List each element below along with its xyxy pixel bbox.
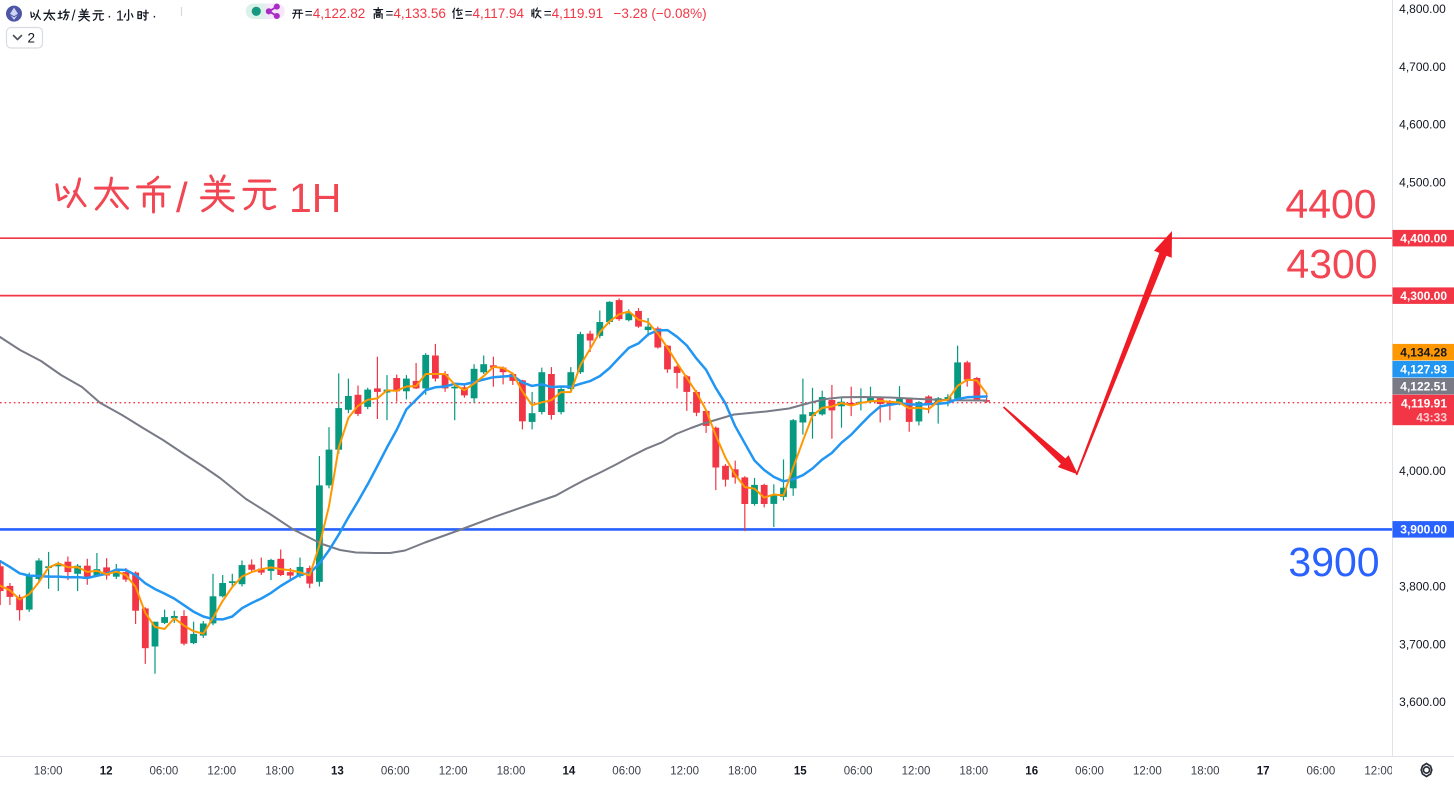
svg-text:06:00: 06:00 <box>1075 766 1104 778</box>
svg-text:12: 12 <box>100 766 113 778</box>
svg-text:4,127.93: 4,127.93 <box>1400 363 1447 377</box>
svg-text:·: · <box>152 9 157 25</box>
svg-text:3,900.00: 3,900.00 <box>1400 523 1447 537</box>
svg-text:4,300.00: 4,300.00 <box>1400 289 1447 303</box>
svg-text:4,800.00: 4,800.00 <box>1399 2 1446 16</box>
svg-text:17: 17 <box>1257 766 1270 778</box>
svg-text:4300: 4300 <box>1286 241 1377 287</box>
svg-text:=4,119.91: =4,119.91 <box>544 6 603 21</box>
svg-text:3,600.00: 3,600.00 <box>1399 695 1446 709</box>
svg-text:12:00: 12:00 <box>207 766 236 778</box>
svg-text:18:00: 18:00 <box>34 766 63 778</box>
svg-text:=4,133.56: =4,133.56 <box>386 6 446 21</box>
svg-text:18:00: 18:00 <box>265 766 294 778</box>
svg-text:4,134.28: 4,134.28 <box>1400 346 1447 360</box>
svg-text:15: 15 <box>794 766 807 778</box>
svg-text:4,119.91: 4,119.91 <box>1401 397 1447 411</box>
svg-text:2: 2 <box>28 31 36 46</box>
svg-text:=4,122.82: =4,122.82 <box>305 6 365 21</box>
svg-text:4,500.00: 4,500.00 <box>1399 175 1446 189</box>
svg-text:4,122.51: 4,122.51 <box>1400 380 1447 394</box>
svg-text:18:00: 18:00 <box>959 766 988 778</box>
svg-text:18:00: 18:00 <box>1191 766 1220 778</box>
svg-text:16: 16 <box>1025 766 1038 778</box>
svg-text:12:00: 12:00 <box>902 766 931 778</box>
svg-text:06:00: 06:00 <box>844 766 873 778</box>
svg-text:14: 14 <box>563 766 576 778</box>
svg-text:06:00: 06:00 <box>381 766 410 778</box>
svg-text:3,800.00: 3,800.00 <box>1399 580 1446 594</box>
svg-text:12:00: 12:00 <box>1133 766 1162 778</box>
svg-text:06:00: 06:00 <box>612 766 641 778</box>
svg-text:12:00: 12:00 <box>670 766 699 778</box>
svg-text:18:00: 18:00 <box>497 766 526 778</box>
svg-text:−3.28 (−0.08%): −3.28 (−0.08%) <box>614 6 707 21</box>
svg-text:4,600.00: 4,600.00 <box>1399 118 1446 132</box>
svg-text:· 1: · 1 <box>107 9 124 25</box>
svg-text:12:00: 12:00 <box>1364 766 1393 778</box>
svg-text:18:00: 18:00 <box>728 766 757 778</box>
svg-text:4,000.00: 4,000.00 <box>1399 464 1446 478</box>
svg-text:4,400.00: 4,400.00 <box>1400 232 1447 246</box>
svg-text:3,700.00: 3,700.00 <box>1399 638 1446 652</box>
svg-text:43:33: 43:33 <box>1416 411 1447 425</box>
svg-text:=4,117.94: =4,117.94 <box>465 6 525 21</box>
svg-text:06:00: 06:00 <box>150 766 179 778</box>
svg-text:06:00: 06:00 <box>1307 766 1336 778</box>
svg-text:4400: 4400 <box>1285 181 1376 227</box>
svg-text:3900: 3900 <box>1288 539 1379 585</box>
svg-text:13: 13 <box>331 766 344 778</box>
svg-text:/: / <box>176 174 188 221</box>
svg-text:/: / <box>72 9 77 25</box>
svg-text:4,700.00: 4,700.00 <box>1399 60 1446 74</box>
svg-text:1H: 1H <box>289 175 341 221</box>
svg-text:12:00: 12:00 <box>439 766 468 778</box>
